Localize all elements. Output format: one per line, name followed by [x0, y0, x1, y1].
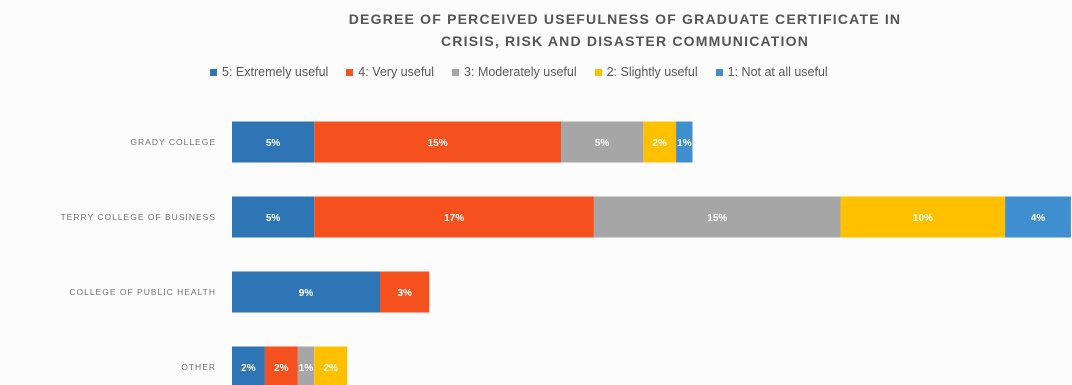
legend-label: 3: Moderately useful — [464, 65, 577, 79]
data-label: 1% — [299, 363, 314, 374]
bar-segment — [314, 196, 594, 238]
bar-segment — [840, 196, 1006, 238]
bar-segment — [676, 121, 693, 163]
data-label: 3% — [397, 288, 412, 299]
data-label: 9% — [299, 288, 314, 299]
bar-segment — [264, 346, 298, 385]
legend-swatch — [715, 68, 723, 76]
bar-segment — [232, 346, 265, 385]
data-label: 17% — [444, 213, 464, 224]
data-label: 4% — [1031, 213, 1046, 224]
category-label: GRADY COLLEGE — [130, 137, 216, 147]
data-label: 1% — [677, 138, 692, 149]
bar-segment — [314, 121, 562, 163]
legend-item-2: 2: Slightly useful — [594, 65, 698, 79]
bar-segment — [380, 271, 430, 313]
data-label: 15% — [428, 138, 448, 149]
category-label: TERRY COLLEGE OF BUSINESS — [60, 212, 216, 222]
legend-swatch — [594, 68, 602, 76]
legend-label: 4: Very useful — [358, 65, 435, 79]
bar-segment — [561, 121, 644, 163]
chart-legend: 5: Extremely useful 4: Very useful 3: Mode… — [210, 65, 846, 79]
bar-segment — [593, 196, 841, 238]
chart-title-line-1: DEGREE OF PERCEIVED USEFULNESS OF GRADUA… — [348, 11, 902, 27]
legend-swatch — [452, 68, 460, 76]
legend-label: 5: Extremely useful — [222, 65, 329, 79]
data-label: 2% — [652, 138, 667, 149]
bar-segment — [232, 271, 380, 313]
data-label: 15% — [707, 213, 727, 224]
bar-segment — [232, 196, 315, 238]
legend-label: 1: Not at all useful — [727, 65, 828, 79]
bar-segment — [232, 121, 315, 163]
category-label: COLLEGE OF PUBLIC HEALTH — [69, 287, 216, 297]
data-label: 2% — [274, 363, 289, 374]
legend-item-4: 4: Very useful — [346, 65, 434, 79]
data-label: 10% — [913, 213, 933, 224]
bar-segment — [314, 346, 348, 385]
category-label: OTHER — [181, 362, 216, 372]
legend-item-5: 5: Extremely useful — [210, 65, 328, 79]
data-label: 5% — [266, 138, 281, 149]
legend-item-3: 3: Moderately useful — [452, 65, 577, 79]
bar-segment — [1005, 196, 1071, 238]
chart-title-line-2: CRISIS, RISK AND DISASTER COMMUNICATION — [440, 33, 810, 49]
legend-label: 2: Slightly useful — [606, 65, 698, 79]
data-label: 5% — [595, 138, 610, 149]
legend-swatch — [346, 68, 354, 76]
data-label: 2% — [323, 363, 338, 374]
data-label: 2% — [241, 363, 256, 374]
legend-item-1: 1: Not at all useful — [715, 65, 828, 79]
bar-segment — [297, 346, 315, 385]
legend-swatch — [210, 68, 217, 76]
data-label: 5% — [266, 213, 281, 224]
bar-segment — [643, 121, 677, 163]
